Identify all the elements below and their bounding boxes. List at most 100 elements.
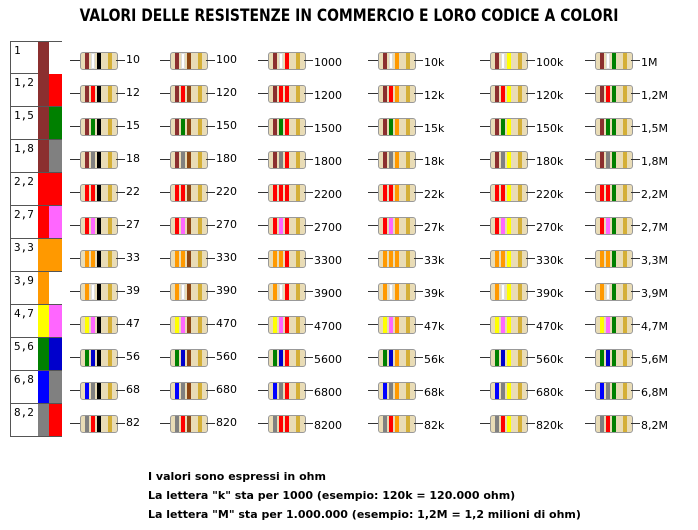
resistance-value: 560k	[536, 353, 564, 366]
resistor-body	[378, 85, 416, 103]
color-band	[285, 251, 289, 267]
resistance-value: 5600	[314, 353, 342, 366]
color-band	[108, 53, 112, 69]
color-band	[85, 251, 89, 267]
color-band	[97, 284, 101, 300]
resistance-value: 15k	[424, 122, 445, 135]
resistance-value: 100k	[536, 56, 564, 69]
color-band	[389, 185, 393, 201]
resistor-body	[490, 250, 528, 268]
first-digit-swatch	[38, 239, 49, 271]
resistance-value: 680k	[536, 386, 564, 399]
color-band	[507, 317, 511, 333]
color-band	[181, 350, 185, 366]
color-band	[383, 416, 387, 432]
second-digit-swatch	[49, 173, 62, 205]
resistor-body	[268, 184, 306, 202]
resistor: 3,3M	[585, 249, 673, 269]
resistor-body	[170, 118, 208, 136]
color-band	[389, 86, 393, 102]
resistor-body	[378, 250, 416, 268]
color-band	[518, 119, 522, 135]
color-band	[279, 119, 283, 135]
color-band	[85, 119, 89, 135]
color-band	[501, 284, 505, 300]
resistance-value: 15	[126, 119, 140, 132]
resistor: 560	[160, 348, 248, 368]
color-band	[383, 53, 387, 69]
resistance-value: 39k	[424, 287, 445, 300]
color-band	[273, 317, 277, 333]
resistor: 3900	[258, 282, 346, 302]
color-band	[175, 86, 179, 102]
color-band	[501, 416, 505, 432]
color-band	[273, 350, 277, 366]
color-band	[623, 119, 627, 135]
color-band	[507, 86, 511, 102]
resistor-body	[595, 118, 633, 136]
resistance-value: 390	[216, 284, 237, 297]
resistor-body	[490, 217, 528, 235]
resistance-value: 10k	[424, 56, 445, 69]
resistor-body	[378, 151, 416, 169]
resistor-body	[490, 151, 528, 169]
color-band	[507, 119, 511, 135]
legend-row: 4,7	[10, 305, 62, 338]
color-band	[383, 284, 387, 300]
resistor-body	[80, 316, 118, 334]
color-band	[187, 152, 191, 168]
color-band	[495, 350, 499, 366]
resistor: 180	[160, 150, 248, 170]
color-band	[296, 218, 300, 234]
color-band	[518, 251, 522, 267]
color-band	[406, 317, 410, 333]
resistor-body	[80, 415, 118, 433]
resistance-value: 82k	[424, 419, 445, 432]
resistor: 270k	[480, 216, 568, 236]
resistance-value: 1,2M	[641, 89, 668, 102]
color-band	[495, 284, 499, 300]
color-band	[612, 53, 616, 69]
resistor-body	[170, 151, 208, 169]
resistor-body	[268, 316, 306, 334]
resistance-value: 5,6M	[641, 353, 668, 366]
resistor: 33k	[368, 249, 456, 269]
resistor: 2,7M	[585, 216, 673, 236]
resistor: 8,2M	[585, 414, 673, 434]
resistance-value: 120	[216, 86, 237, 99]
color-band	[606, 218, 610, 234]
color-band	[612, 86, 616, 102]
resistor-body	[170, 349, 208, 367]
color-band	[612, 284, 616, 300]
resistance-value: 180	[216, 152, 237, 165]
color-band	[285, 218, 289, 234]
color-band	[187, 251, 191, 267]
color-band	[495, 251, 499, 267]
color-band	[383, 317, 387, 333]
color-band	[97, 218, 101, 234]
color-band	[296, 152, 300, 168]
color-band	[187, 53, 191, 69]
color-band	[623, 416, 627, 432]
color-band	[108, 251, 112, 267]
resistor-body	[80, 349, 118, 367]
color-band	[383, 86, 387, 102]
color-band	[273, 152, 277, 168]
resistor: 27	[70, 216, 158, 236]
color-band	[501, 251, 505, 267]
color-band	[181, 284, 185, 300]
resistor-body	[595, 217, 633, 235]
color-band	[507, 251, 511, 267]
first-digit-swatch	[38, 338, 49, 370]
resistor: 680k	[480, 381, 568, 401]
color-band	[395, 53, 399, 69]
color-band	[273, 218, 277, 234]
resistor: 15k	[368, 117, 456, 137]
color-band	[91, 416, 95, 432]
resistor: 270	[160, 216, 248, 236]
color-band	[279, 383, 283, 399]
color-band	[285, 185, 289, 201]
color-band	[623, 218, 627, 234]
color-band	[518, 383, 522, 399]
color-band	[285, 416, 289, 432]
